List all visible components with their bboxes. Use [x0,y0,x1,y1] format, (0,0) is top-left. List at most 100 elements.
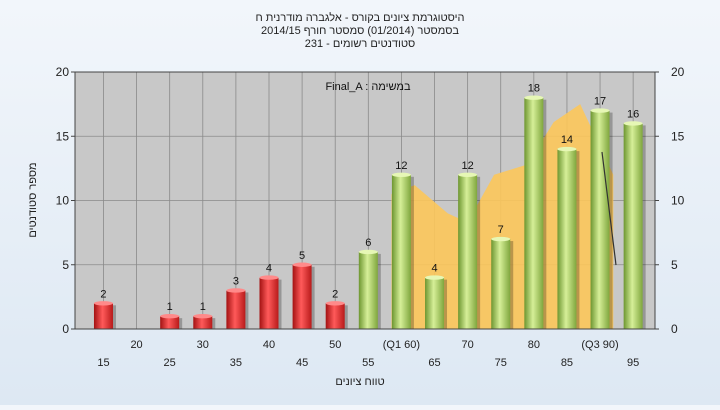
x-tick-label: 50 [329,339,341,351]
x-tick-label: 85 [561,357,573,369]
bar [524,95,547,329]
x-tick-label: 25 [164,357,176,369]
y-tick-label-right: 20 [671,65,685,79]
bar-body [292,264,312,329]
annotation-label: Final_A : במשימה [325,81,411,93]
bar-value-label: 1 [200,301,206,313]
x-tick-label: 35 [230,357,242,369]
y-tick-label-right: 10 [671,194,685,208]
y-tick-label: 5 [62,258,69,272]
x-tick-label: 55 [362,357,374,369]
bar-value-label: 7 [498,224,504,236]
chart-title: היסטוגרמת ציונים בקורס - אלגברה מודרנית … [256,11,465,50]
x-tick-label: (Q3 90) [581,339,618,351]
bar-cap [292,262,312,267]
bar [292,262,315,329]
bar [259,275,282,329]
x-tick-label: 65 [428,357,440,369]
bar [160,313,183,329]
bar-cap [391,172,411,177]
bar-value-label: 12 [395,160,407,172]
title-line-2: בסמסטר (01/2014) סמסטר חורף 2014/15 [261,25,459,37]
bar-value-label: 12 [462,160,474,172]
bar [358,249,381,329]
y-tick-label: 15 [56,129,70,143]
bar-value-label: 16 [627,108,639,120]
x-tick-label: 15 [97,357,109,369]
bar [491,236,514,329]
x-axis-label: טווח ציונים [335,376,384,388]
bar-value-label: 18 [528,83,540,95]
bar-value-label: 4 [431,263,437,275]
bar-body [93,303,113,329]
bar-cap [358,249,378,255]
x-tick-label: 20 [130,339,142,351]
y-tick-label: 20 [56,65,70,79]
y-axis-left: 0 5 10 15 20 [56,65,75,336]
x-tick-label: 40 [263,339,275,351]
bar-value-label: 4 [266,263,272,275]
bar-body [160,316,180,329]
bar [623,121,646,330]
y-axis-label: מספר סטודנטים [27,162,39,237]
bar-body [226,290,246,329]
y-tick-label-right: 0 [671,322,678,336]
bar-body [524,97,544,329]
bar-value-label: 17 [594,96,606,108]
bar-cap [557,146,577,152]
bar-cap [623,121,643,126]
title-line-3: 231 - סטודנטים רשומים [305,38,416,50]
bar [193,313,216,329]
bar-value-label: 3 [233,275,239,287]
bar [93,301,116,329]
x-tick-label: 30 [197,339,209,351]
y-tick-label: 10 [56,194,70,208]
bar-cap [93,301,113,306]
y-tick-label: 0 [62,322,69,336]
bar-value-label: 14 [561,134,573,146]
distribution-line [601,151,617,266]
bar-cap [491,236,511,242]
bar-cap [425,275,445,280]
bar-body [557,149,577,329]
bar-body [325,303,345,329]
bar [425,275,448,329]
x-tick-label: 95 [627,357,639,369]
bar-body [391,174,411,329]
bars [93,95,646,330]
bar [391,172,414,329]
y-tick-label-right: 5 [671,258,678,272]
y-axis-right: 0 5 10 15 20 [655,65,685,336]
bar-body [425,277,445,329]
bar-value-label: 2 [332,288,338,300]
bar-cap [193,313,213,319]
bar-body [358,251,378,329]
bar-value-label: 2 [100,288,106,300]
bar [458,172,481,329]
bar-value-label: 1 [167,301,173,313]
bar [226,288,249,329]
bar-body [259,277,279,329]
bar-body [590,110,610,329]
bar-value-label: 5 [299,250,305,262]
x-tick-label: 70 [462,339,474,351]
bar-cap [259,275,279,280]
bar-value-label: 6 [365,237,371,249]
bar-cap [226,288,246,293]
bar [590,108,613,329]
bar-body [491,239,511,329]
bar [557,146,580,329]
x-tick-label: 75 [495,357,507,369]
bar-body [193,316,213,329]
y-tick-label-right: 15 [671,129,685,143]
x-axis: 15 20 25 30 35 40 45 50 55 (Q1 60) 65 70 75 80 85 (Q3 9… [97,339,639,369]
bar-cap [458,172,478,177]
title-line-1: היסטוגרמת ציונים בקורס - אלגברה מודרנית … [256,11,465,24]
x-tick-label: (Q1 60) [383,339,420,351]
x-tick-label: 80 [528,339,540,351]
bar-body [623,123,643,330]
bar-cap [590,108,610,113]
value-labels: 2 1 1 3 4 5 2 6 12 4 12 7 18 14 17 16 [100,83,639,313]
